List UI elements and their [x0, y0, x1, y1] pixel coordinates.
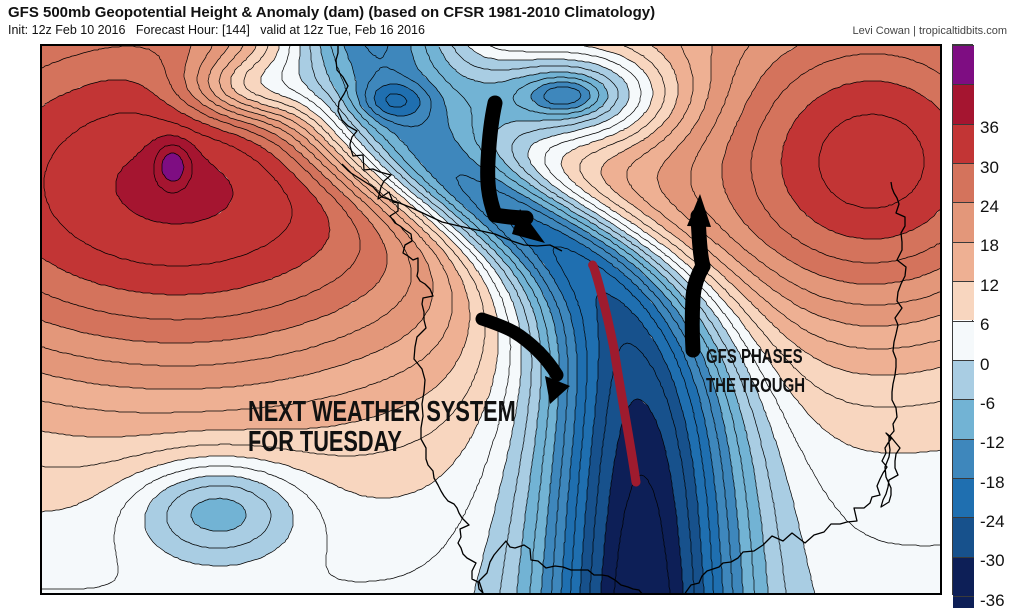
svg-text:GFS PHASES: GFS PHASES: [706, 345, 803, 368]
svg-text:NEXT WEATHER SYSTEM: NEXT WEATHER SYSTEM: [248, 396, 516, 428]
svg-text:THE TROUGH: THE TROUGH: [706, 374, 805, 397]
svg-text:FOR TUESDAY: FOR TUESDAY: [248, 426, 402, 458]
